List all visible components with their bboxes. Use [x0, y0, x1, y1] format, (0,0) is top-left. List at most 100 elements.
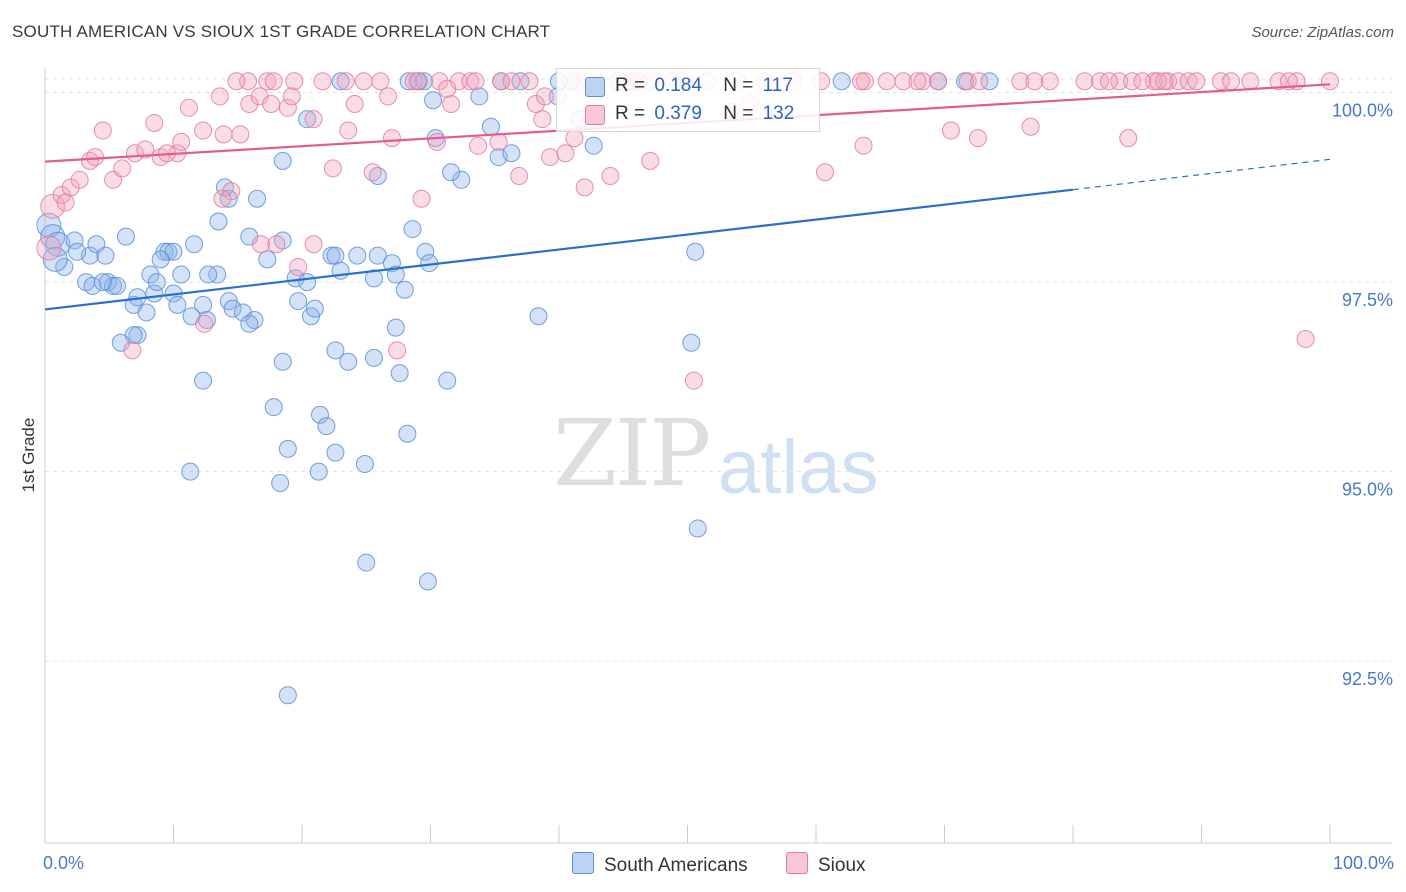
- data-point: [364, 269, 383, 288]
- data-point: [1021, 117, 1040, 136]
- data-point: [273, 352, 292, 371]
- legend-swatch-sioux: [585, 105, 605, 125]
- data-point: [1123, 72, 1142, 91]
- data-point: [415, 72, 434, 91]
- data-point: [240, 314, 259, 333]
- data-point: [565, 129, 584, 148]
- data-point: [317, 417, 336, 436]
- data-point: [264, 72, 283, 91]
- data-point: [214, 125, 233, 144]
- data-point: [641, 151, 660, 170]
- data-point: [1110, 72, 1129, 91]
- data-point: [430, 72, 449, 91]
- data-point: [262, 95, 281, 114]
- data-point: [390, 364, 409, 383]
- data-point: [298, 110, 317, 129]
- data-point: [877, 72, 896, 91]
- data-point: [575, 178, 594, 197]
- data-point: [894, 72, 913, 91]
- data-point: [1155, 72, 1174, 91]
- data-point: [181, 462, 200, 481]
- data-point: [354, 72, 373, 91]
- data-point: [403, 220, 422, 239]
- legend-label: Sioux: [818, 855, 866, 876]
- legend-n-label: N =: [723, 103, 754, 124]
- data-point: [93, 121, 112, 140]
- data-point: [1296, 329, 1315, 348]
- legend-item-sioux: Sioux: [786, 852, 866, 877]
- legend-item-south-americans: South Americans: [572, 852, 748, 877]
- legend-row-sioux: R = 0.379 N = 132: [615, 103, 794, 125]
- data-point: [1179, 72, 1198, 91]
- trend-line: [44, 188, 1074, 311]
- data-point: [541, 148, 560, 167]
- data-point: [86, 148, 105, 167]
- data-point: [502, 72, 521, 91]
- data-point: [336, 72, 355, 91]
- data-point: [222, 182, 241, 201]
- legend-swatch-south-americans: [585, 77, 605, 97]
- data-point: [345, 95, 364, 114]
- data-point: [194, 295, 213, 314]
- data-point: [240, 95, 259, 114]
- data-point: [123, 341, 142, 360]
- data-point: [1148, 72, 1167, 91]
- data-point: [298, 273, 317, 292]
- data-point: [1159, 72, 1178, 91]
- watermark-atlas: atlas: [718, 425, 879, 510]
- data-point: [386, 265, 405, 284]
- data-point: [282, 87, 301, 106]
- data-point: [452, 170, 471, 189]
- data-point: [469, 136, 488, 155]
- data-point: [213, 189, 232, 208]
- data-point: [510, 167, 529, 186]
- data-point: [309, 462, 328, 481]
- data-point: [289, 292, 308, 311]
- data-point: [339, 121, 358, 140]
- data-point: [310, 405, 329, 424]
- data-point: [535, 87, 554, 106]
- data-point: [438, 79, 457, 98]
- data-point: [199, 265, 218, 284]
- x-tick-label: 100.0%: [1333, 853, 1394, 873]
- data-point: [326, 341, 345, 360]
- data-point: [908, 72, 927, 91]
- axes: [44, 68, 1392, 844]
- data-point: [136, 140, 155, 159]
- data-point: [364, 348, 383, 367]
- data-point: [418, 572, 437, 591]
- legend-row-south-americans: R = 0.184 N = 117: [615, 75, 793, 97]
- data-point: [223, 299, 242, 318]
- data-point: [913, 72, 932, 91]
- data-point: [1169, 72, 1188, 91]
- data-point: [382, 129, 401, 148]
- data-point: [442, 163, 461, 182]
- data-point: [96, 246, 115, 265]
- series-legend: South Americans Sioux: [0, 852, 1406, 878]
- data-point: [1075, 72, 1094, 91]
- data-point: [326, 443, 345, 462]
- axis-labels: 100.0% 97.5% 95.0% 92.5% 0.0% 100.0% 1st Grade: [19, 101, 1394, 873]
- data-point: [368, 246, 387, 265]
- data-point: [179, 98, 198, 117]
- data-point: [355, 455, 374, 474]
- data-point: [304, 235, 323, 254]
- data-point: [185, 235, 204, 254]
- data-point: [113, 159, 132, 178]
- legend-r-value: 0.379: [654, 103, 702, 124]
- data-point: [980, 72, 999, 91]
- legend-label: South Americans: [604, 855, 748, 876]
- legend-swatch: [786, 852, 808, 874]
- data-point: [416, 242, 435, 261]
- data-point: [278, 686, 297, 705]
- data-point: [116, 227, 135, 246]
- data-point: [408, 72, 427, 91]
- legend-n-value: 117: [762, 75, 793, 96]
- data-point: [398, 424, 417, 443]
- data-point: [195, 314, 214, 333]
- data-point: [159, 242, 178, 261]
- data-point: [1011, 72, 1030, 91]
- data-point: [107, 276, 126, 295]
- data-point: [1222, 72, 1241, 91]
